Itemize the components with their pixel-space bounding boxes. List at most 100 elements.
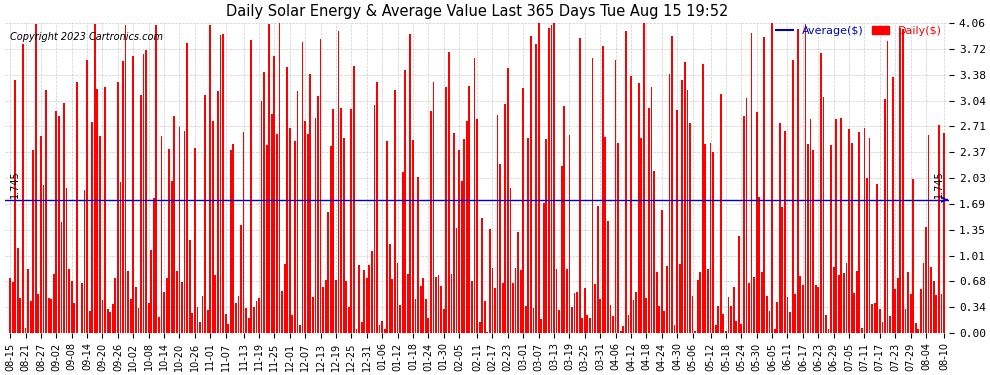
Bar bbox=[207, 309, 209, 333]
Bar bbox=[135, 286, 137, 333]
Bar bbox=[805, 24, 806, 333]
Bar bbox=[823, 97, 825, 333]
Bar bbox=[802, 285, 804, 333]
Bar bbox=[258, 298, 260, 333]
Bar bbox=[579, 38, 580, 333]
Bar bbox=[112, 304, 114, 333]
Bar bbox=[750, 33, 752, 333]
Bar bbox=[423, 279, 424, 333]
Bar bbox=[892, 77, 894, 333]
Bar bbox=[573, 293, 575, 333]
Bar bbox=[607, 221, 609, 333]
Bar bbox=[394, 90, 396, 333]
Bar bbox=[246, 308, 248, 333]
Bar bbox=[265, 146, 267, 333]
Bar bbox=[15, 80, 16, 333]
Bar bbox=[641, 138, 643, 333]
Bar bbox=[96, 89, 98, 333]
Bar bbox=[940, 294, 942, 333]
Bar bbox=[679, 264, 681, 333]
Bar bbox=[209, 25, 211, 333]
Bar bbox=[815, 285, 817, 333]
Text: 1.745: 1.745 bbox=[934, 170, 943, 198]
Bar bbox=[705, 144, 706, 333]
Bar bbox=[204, 95, 206, 333]
Bar bbox=[76, 82, 78, 333]
Bar bbox=[838, 275, 840, 333]
Bar bbox=[481, 217, 483, 333]
Bar bbox=[928, 135, 930, 333]
Bar bbox=[104, 87, 106, 333]
Bar bbox=[728, 297, 730, 333]
Bar bbox=[753, 278, 755, 333]
Bar bbox=[399, 306, 401, 333]
Bar bbox=[636, 292, 637, 333]
Bar bbox=[402, 172, 404, 333]
Bar bbox=[48, 298, 50, 333]
Bar bbox=[220, 35, 222, 333]
Bar bbox=[468, 86, 470, 333]
Bar bbox=[109, 312, 111, 333]
Bar bbox=[143, 54, 145, 333]
Bar bbox=[291, 315, 293, 333]
Bar bbox=[248, 318, 249, 333]
Bar bbox=[589, 318, 591, 333]
Bar bbox=[663, 310, 665, 333]
Bar bbox=[65, 188, 67, 333]
Bar bbox=[887, 41, 888, 333]
Bar bbox=[733, 286, 735, 333]
Title: Daily Solar Energy & Average Value Last 365 Days Tue Aug 15 19:52: Daily Solar Energy & Average Value Last … bbox=[226, 4, 729, 19]
Bar bbox=[653, 171, 655, 333]
Bar bbox=[304, 121, 306, 333]
Bar bbox=[407, 274, 409, 333]
Bar bbox=[828, 329, 830, 333]
Bar bbox=[599, 298, 601, 333]
Bar bbox=[9, 278, 11, 333]
Bar bbox=[363, 270, 365, 333]
Bar bbox=[155, 25, 157, 333]
Bar bbox=[868, 138, 870, 333]
Bar bbox=[460, 181, 462, 333]
Bar bbox=[99, 136, 101, 333]
Bar bbox=[597, 206, 599, 333]
Bar bbox=[373, 105, 375, 333]
Bar bbox=[178, 127, 180, 333]
Bar bbox=[910, 294, 912, 333]
Bar bbox=[510, 188, 511, 333]
Bar bbox=[417, 177, 419, 333]
Bar bbox=[725, 331, 727, 333]
Bar bbox=[761, 272, 762, 333]
Bar bbox=[384, 330, 385, 333]
Bar bbox=[913, 179, 914, 333]
Bar bbox=[776, 302, 778, 333]
Bar bbox=[186, 43, 188, 333]
Bar bbox=[674, 324, 675, 333]
Bar bbox=[530, 36, 532, 333]
Bar bbox=[723, 314, 725, 333]
Bar bbox=[645, 298, 647, 333]
Bar bbox=[433, 82, 435, 333]
Bar bbox=[168, 149, 170, 333]
Bar bbox=[341, 108, 342, 333]
Bar bbox=[43, 185, 45, 333]
Bar bbox=[692, 296, 693, 333]
Bar bbox=[541, 319, 543, 333]
Bar bbox=[718, 306, 719, 333]
Bar bbox=[120, 182, 122, 333]
Bar bbox=[289, 128, 291, 333]
Bar bbox=[35, 24, 37, 333]
Bar bbox=[525, 306, 527, 333]
Bar bbox=[353, 66, 354, 333]
Bar bbox=[189, 240, 191, 333]
Bar bbox=[130, 299, 132, 333]
Bar bbox=[238, 296, 240, 333]
Bar bbox=[920, 289, 922, 333]
Bar bbox=[338, 32, 340, 333]
Bar bbox=[199, 322, 201, 333]
Bar bbox=[492, 268, 493, 333]
Bar bbox=[12, 282, 14, 333]
Bar bbox=[235, 303, 237, 333]
Bar bbox=[615, 60, 617, 333]
Bar bbox=[658, 306, 660, 333]
Bar bbox=[766, 296, 768, 333]
